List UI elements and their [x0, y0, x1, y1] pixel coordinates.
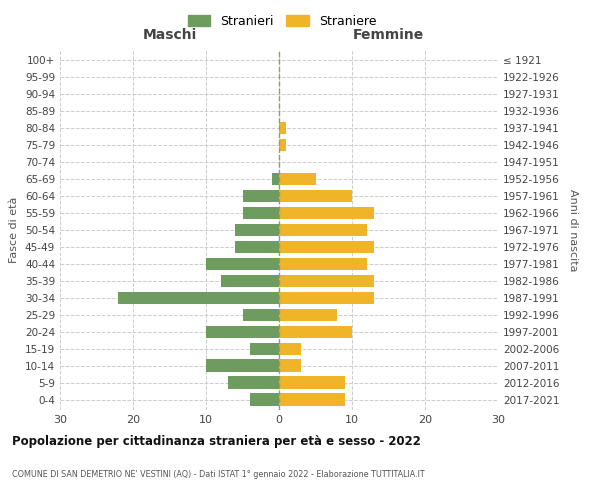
- Bar: [250, 342, 279, 355]
- Bar: [279, 224, 367, 236]
- Bar: [118, 292, 279, 304]
- Bar: [279, 394, 344, 406]
- Text: Femmine: Femmine: [353, 28, 424, 42]
- Bar: [221, 274, 279, 287]
- Bar: [279, 240, 374, 254]
- Bar: [206, 360, 279, 372]
- Bar: [242, 308, 279, 322]
- Bar: [272, 172, 279, 186]
- Bar: [279, 360, 301, 372]
- Bar: [279, 342, 301, 355]
- Y-axis label: Anni di nascita: Anni di nascita: [568, 188, 578, 271]
- Text: COMUNE DI SAN DEMETRIO NE' VESTINI (AQ) - Dati ISTAT 1° gennaio 2022 - Elaborazi: COMUNE DI SAN DEMETRIO NE' VESTINI (AQ) …: [12, 470, 425, 479]
- Bar: [242, 190, 279, 202]
- Bar: [279, 138, 286, 151]
- Bar: [279, 206, 374, 220]
- Bar: [279, 292, 374, 304]
- Bar: [279, 122, 286, 134]
- Text: Maschi: Maschi: [142, 28, 197, 42]
- Bar: [279, 326, 352, 338]
- Text: Popolazione per cittadinanza straniera per età e sesso - 2022: Popolazione per cittadinanza straniera p…: [12, 435, 421, 448]
- Bar: [250, 394, 279, 406]
- Bar: [279, 172, 316, 186]
- Bar: [206, 326, 279, 338]
- Bar: [279, 190, 352, 202]
- Y-axis label: Fasce di età: Fasce di età: [10, 197, 19, 263]
- Bar: [242, 206, 279, 220]
- Bar: [279, 376, 344, 389]
- Bar: [235, 240, 279, 254]
- Bar: [279, 308, 337, 322]
- Bar: [235, 224, 279, 236]
- Bar: [228, 376, 279, 389]
- Bar: [279, 258, 367, 270]
- Bar: [206, 258, 279, 270]
- Legend: Stranieri, Straniere: Stranieri, Straniere: [184, 11, 380, 32]
- Bar: [279, 274, 374, 287]
